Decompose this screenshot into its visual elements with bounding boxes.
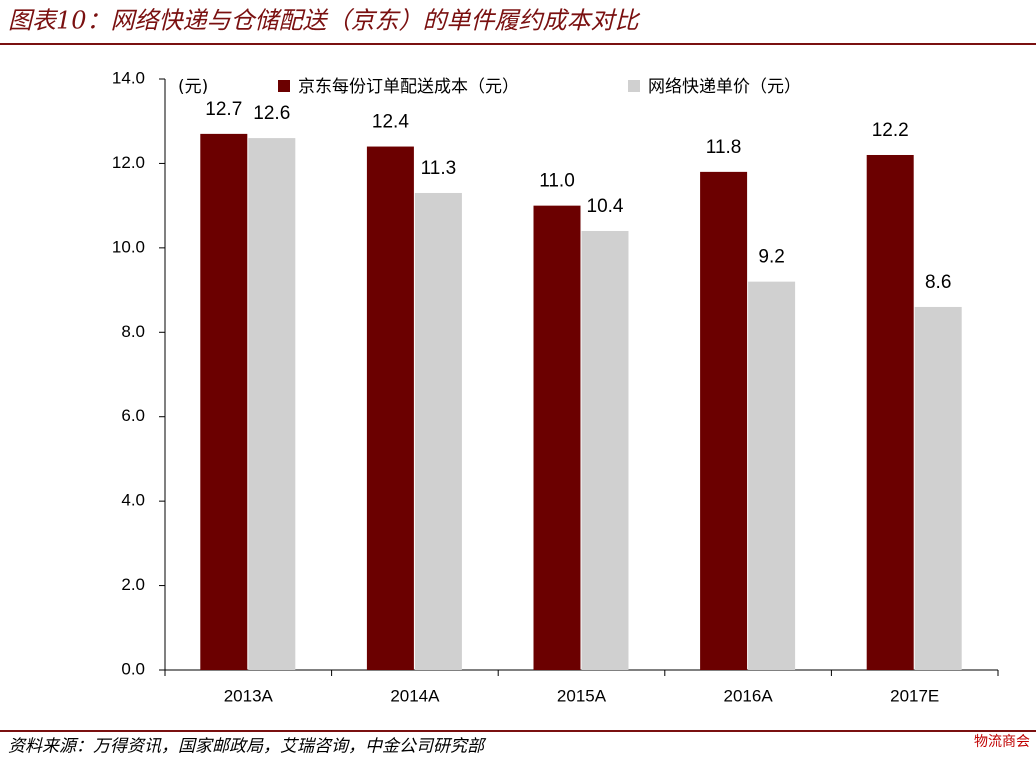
y-tick-label: 10.0 [112,237,145,256]
bar [414,192,462,670]
data-label: 8.6 [925,272,951,293]
bar [748,281,796,670]
bar [914,306,962,670]
legend-swatch [628,80,640,92]
y-tick-label: 2.0 [121,575,145,594]
data-label: 10.4 [587,196,624,217]
legend-swatch [278,80,290,92]
chart-title: 图表10：网络快递与仓储配送（京东）的单件履约成本对比 [8,7,641,35]
data-label: 12.2 [872,120,909,141]
y-tick-label: 6.0 [121,406,145,425]
x-tick-label: 2013A [224,686,274,705]
x-tick-label: 2017E [890,686,939,705]
bar [700,171,748,670]
y-tick-label: 0.0 [121,659,145,678]
data-label: 12.6 [253,103,290,124]
bar [533,205,581,670]
bar [366,146,414,671]
bar [200,133,248,671]
x-tick-label: 2015A [557,686,607,705]
y-tick-label: 12.0 [112,153,145,172]
y-unit: (元) [178,77,208,97]
data-label: 11.8 [706,137,742,158]
y-tick-label: 8.0 [121,322,145,341]
data-label: 11.3 [421,158,457,179]
data-label: 12.4 [372,112,409,133]
bar [581,230,629,670]
watermark: 物流商会 [974,734,1030,750]
data-label: 9.2 [758,247,784,268]
source: 资料来源：万得资讯，国家邮政局，艾瑞咨询，中金公司研究部 [8,737,487,757]
bar [248,138,296,671]
y-tick-label: 14.0 [112,68,145,87]
x-tick-label: 2016A [724,686,774,705]
y-tick-label: 4.0 [121,491,145,510]
bar [866,154,914,670]
x-tick-label: 2014A [390,686,440,705]
legend-label: 京东每份订单配送成本（元） [298,77,519,97]
data-label: 11.0 [539,171,575,192]
legend-label: 网络快递单价（元） [648,77,801,97]
data-label: 12.7 [205,99,242,120]
